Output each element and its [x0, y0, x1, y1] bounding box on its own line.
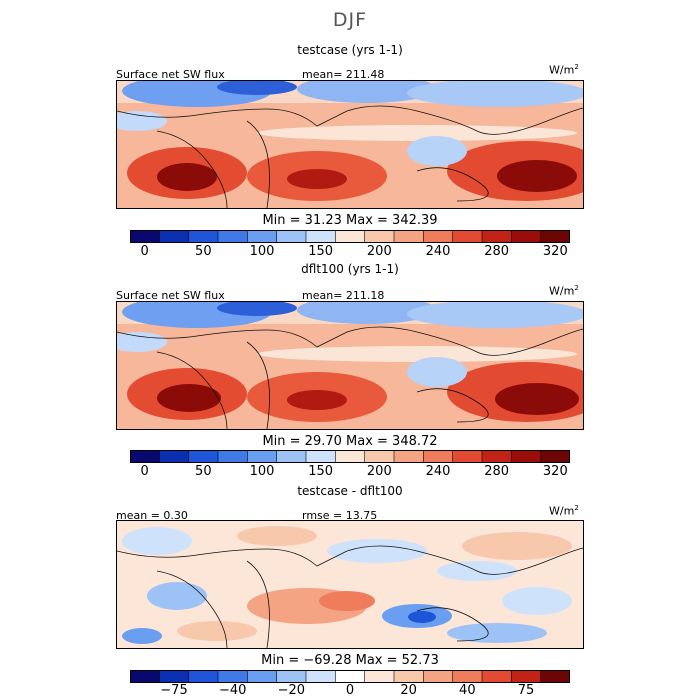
panel-1-colorbar — [130, 230, 570, 243]
colorbar-tick-label: 20 — [400, 683, 417, 698]
colorbar-swatch — [218, 450, 248, 463]
colorbar-tick-label: 50 — [195, 244, 212, 259]
colorbar-swatch — [159, 230, 190, 243]
colorbar-tick-label: 200 — [366, 244, 392, 259]
colorbar-swatch — [511, 450, 542, 463]
colorbar-swatch — [364, 230, 395, 243]
colorbar-swatch — [540, 450, 570, 463]
panel-3-mean-label: mean = 0.30 — [116, 509, 188, 522]
colorbar-svg — [130, 670, 570, 683]
colorbar-swatch — [188, 450, 219, 463]
panel-3-rmse-label: rmse = 13.75 — [302, 509, 378, 522]
colorbar-swatch — [394, 230, 424, 243]
colorbar-swatch — [306, 230, 336, 243]
colorbar-swatch — [540, 670, 570, 683]
colorbar-tick-label: 240 — [425, 244, 451, 259]
colorbar-tick-label: 200 — [366, 464, 392, 479]
colorbar-swatch — [423, 670, 454, 683]
colorbar-tick-label: 50 — [195, 464, 212, 479]
colorbar-tick-label: 0 — [345, 683, 355, 698]
colorbar-swatch — [482, 670, 512, 683]
panel-2-colorbar — [130, 450, 570, 463]
colorbar-swatch — [511, 230, 542, 243]
colorbar-tick-label: 240 — [425, 464, 451, 479]
panel-1-mean-label: mean= 211.48 — [302, 68, 385, 81]
colorbar-swatch — [335, 670, 366, 683]
colorbar-tick-label: 0 — [140, 244, 149, 259]
colorbar-swatch — [423, 450, 454, 463]
colorbar-swatch — [306, 450, 336, 463]
colorbar-swatch — [130, 450, 160, 463]
colorbar-tick-label: 75 — [517, 683, 535, 698]
panel-3-colorbar-ticks: −75 −40 −20 0 20 40 75 — [130, 683, 570, 699]
colorbar-tick-label: 320 — [542, 244, 568, 259]
colorbar-swatch — [452, 450, 483, 463]
colorbar-swatch — [247, 230, 278, 243]
colorbar-tick-label: 280 — [484, 464, 510, 479]
colorbar-tick-label: 100 — [249, 464, 275, 479]
colorbar-tick-label: 150 — [308, 464, 334, 479]
colorbar-tick-label: −20 — [277, 683, 306, 698]
colorbar-swatch — [188, 230, 219, 243]
colorbar-tick-label: 0 — [140, 464, 149, 479]
colorbar-swatch — [364, 670, 395, 683]
colorbar-swatch — [511, 670, 542, 683]
panel-1-field-label: Surface net SW flux — [116, 68, 225, 81]
panel-3-units: W/m2 — [549, 504, 579, 518]
panel-2-min-max: Min = 29.70 Max = 348.72 — [262, 434, 438, 449]
colorbar-tick-label: 280 — [484, 244, 510, 259]
colorbar-tick-label: −75 — [160, 683, 188, 698]
colorbar-swatch — [247, 670, 278, 683]
panel-1-title: testcase (yrs 1-1) — [297, 43, 403, 57]
colorbar-swatch — [306, 670, 336, 683]
colorbar-tick-label: 150 — [308, 244, 334, 259]
colorbar-swatch — [276, 670, 307, 683]
panel-3-map — [116, 520, 584, 649]
colorbar-swatch — [130, 230, 160, 243]
colorbar-swatch — [218, 670, 248, 683]
colorbar-swatch — [452, 230, 483, 243]
colorbar-swatch — [452, 670, 483, 683]
panel-1-units: W/m2 — [549, 63, 579, 77]
colorbar-border — [130, 450, 570, 463]
figure-title: DJF — [332, 9, 368, 31]
colorbar-swatch — [540, 230, 570, 243]
colorbar-swatch — [335, 230, 366, 243]
colorbar-tick-label: 40 — [459, 683, 476, 698]
colorbar-tick-label: 320 — [542, 464, 568, 479]
colorbar-border — [130, 670, 570, 683]
colorbar-swatch — [394, 450, 424, 463]
colorbar-swatch — [423, 230, 454, 243]
colorbar-svg — [130, 450, 570, 463]
colorbar-swatch — [335, 450, 366, 463]
colorbar-svg — [130, 230, 570, 243]
panel-2-units: W/m2 — [549, 284, 579, 298]
panel-1-map — [116, 80, 584, 209]
colorbar-swatch — [188, 670, 219, 683]
colorbar-swatch — [482, 230, 512, 243]
colorbar-swatch — [159, 450, 190, 463]
panel-1-min-max: Min = 31.23 Max = 342.39 — [262, 213, 438, 228]
panel-2-title: dflt100 (yrs 1-1) — [301, 262, 399, 276]
panel-3-min-max: Min = −69.28 Max = 52.73 — [261, 653, 439, 668]
panel-3-colorbar — [130, 670, 570, 683]
colorbar-swatch — [247, 450, 278, 463]
colorbar-swatch — [482, 450, 512, 463]
panel-2-map — [116, 301, 584, 430]
colorbar-swatch — [394, 670, 424, 683]
colorbar-tick-label: 100 — [249, 244, 275, 259]
colorbar-swatch — [276, 450, 307, 463]
colorbar-border — [130, 230, 570, 243]
panel-2-mean-label: mean= 211.18 — [302, 289, 385, 302]
colorbar-swatch — [218, 230, 248, 243]
colorbar-swatch — [276, 230, 307, 243]
colorbar-swatch — [159, 670, 190, 683]
panel-3-title: testcase - dflt100 — [297, 484, 403, 498]
colorbar-swatch — [130, 670, 160, 683]
panel-1-colorbar-ticks: 0 50 100 150 200 240 280 320 — [130, 244, 570, 260]
colorbar-tick-label: −40 — [218, 683, 247, 698]
colorbar-swatch — [364, 450, 395, 463]
panel-2-field-label: Surface net SW flux — [116, 289, 225, 302]
panel-2-colorbar-ticks: 0 50 100 150 200 240 280 320 — [130, 464, 570, 480]
